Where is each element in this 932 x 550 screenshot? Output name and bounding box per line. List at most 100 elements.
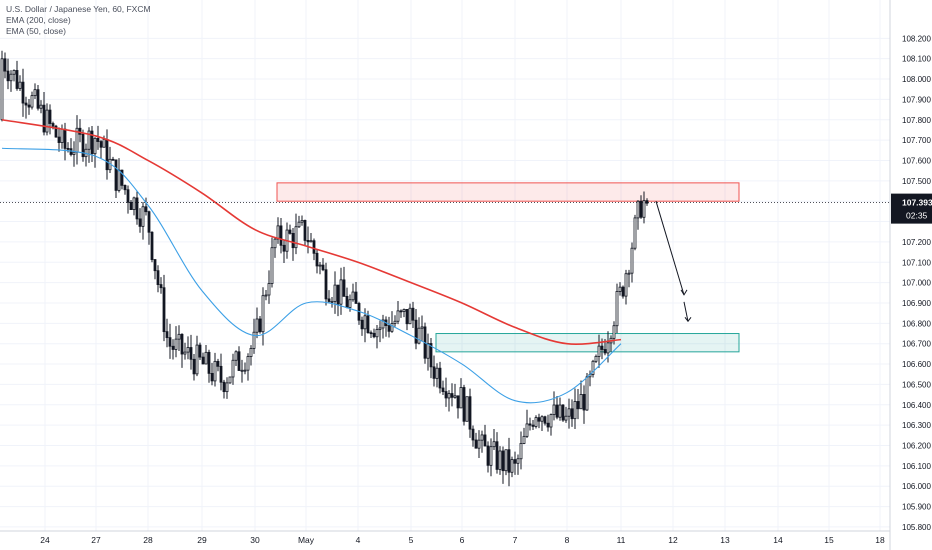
candle-body bbox=[585, 376, 589, 411]
price-axis[interactable]: 108.200 108.100 108.000 107.900 107.800 107.7… bbox=[902, 34, 931, 532]
candle bbox=[501, 446, 505, 484]
candle-body bbox=[165, 331, 169, 339]
candle-body bbox=[300, 219, 304, 223]
candle-body bbox=[582, 394, 586, 411]
candle-body bbox=[321, 264, 325, 271]
candle bbox=[177, 325, 181, 351]
candle-body bbox=[624, 273, 628, 297]
candle bbox=[444, 377, 448, 407]
candle-body bbox=[198, 344, 202, 358]
candle-body bbox=[66, 147, 70, 150]
candle bbox=[267, 270, 271, 304]
candle-body bbox=[531, 424, 535, 427]
candle-body bbox=[312, 240, 316, 254]
ema200-legend[interactable]: EMA (200, close) bbox=[6, 15, 71, 25]
candle bbox=[465, 396, 469, 422]
candle bbox=[486, 441, 490, 473]
candle bbox=[45, 103, 49, 136]
candle-body bbox=[246, 356, 250, 371]
candle-body bbox=[501, 450, 505, 472]
last-price-badge bbox=[891, 193, 932, 224]
candle bbox=[153, 259, 157, 280]
x-tick-label: 27 bbox=[91, 535, 101, 545]
candle bbox=[462, 384, 466, 426]
candle-body bbox=[72, 151, 76, 155]
candle-body bbox=[459, 387, 463, 409]
candle-body bbox=[129, 201, 133, 210]
candle-body bbox=[102, 139, 106, 148]
candle-body bbox=[345, 295, 349, 308]
candle-body bbox=[378, 327, 382, 330]
candle-body bbox=[636, 200, 640, 219]
candle-body bbox=[162, 287, 166, 333]
candle bbox=[378, 320, 382, 343]
candle-body bbox=[168, 337, 172, 347]
candle-body bbox=[288, 229, 292, 234]
x-tick-label: 14 bbox=[773, 535, 783, 545]
candle-body bbox=[18, 81, 22, 89]
candle-body bbox=[60, 128, 64, 143]
candle-body bbox=[9, 73, 13, 82]
candle-body bbox=[30, 95, 34, 108]
candle-body bbox=[474, 439, 478, 449]
candle-body bbox=[27, 104, 31, 108]
candle bbox=[561, 404, 565, 422]
candle-body bbox=[318, 264, 322, 267]
candle bbox=[36, 84, 40, 111]
candle-body bbox=[615, 291, 619, 327]
candle bbox=[291, 228, 295, 261]
candle-body bbox=[630, 247, 634, 274]
candle bbox=[495, 432, 499, 474]
candle-body bbox=[45, 109, 49, 133]
candle bbox=[204, 345, 208, 365]
arrow-line bbox=[683, 301, 689, 322]
candle bbox=[543, 415, 547, 426]
candle bbox=[339, 267, 343, 315]
candle bbox=[519, 431, 523, 470]
candle bbox=[6, 58, 10, 90]
candle-body bbox=[483, 434, 487, 447]
candle bbox=[516, 454, 520, 475]
x-tick-label: May bbox=[298, 535, 315, 545]
candle-body bbox=[273, 238, 277, 249]
y-tick-label: 107.600 bbox=[902, 156, 931, 165]
candle bbox=[255, 307, 259, 339]
y-tick-label: 107.900 bbox=[902, 95, 931, 104]
candle bbox=[93, 137, 97, 168]
candle bbox=[111, 156, 115, 161]
ema50-legend[interactable]: EMA (50, close) bbox=[6, 26, 66, 36]
candle-body bbox=[453, 395, 457, 398]
x-tick-label: 6 bbox=[460, 535, 465, 545]
candle bbox=[621, 285, 625, 299]
candle bbox=[318, 262, 322, 275]
candle bbox=[270, 237, 274, 288]
candle-body bbox=[372, 332, 376, 338]
symbol-title[interactable]: U.S. Dollar / Japanese Yen, 60, FXCM bbox=[6, 4, 151, 14]
candle bbox=[123, 184, 127, 195]
candle-body bbox=[258, 318, 262, 333]
candle-body bbox=[306, 240, 310, 243]
candle-body bbox=[396, 310, 400, 322]
candle bbox=[96, 125, 100, 150]
candle bbox=[498, 446, 502, 475]
candle bbox=[75, 115, 79, 165]
ema50-line bbox=[1, 147, 622, 404]
y-tick-label: 107.200 bbox=[902, 238, 931, 247]
candle-body bbox=[135, 197, 139, 220]
y-tick-label: 106.900 bbox=[902, 299, 931, 308]
candle bbox=[468, 388, 472, 438]
candle-body bbox=[444, 391, 448, 399]
candle bbox=[633, 214, 637, 251]
candle-body bbox=[156, 270, 160, 285]
candle bbox=[471, 425, 475, 447]
candle-body bbox=[642, 200, 646, 218]
candle-body bbox=[303, 219, 307, 241]
candle bbox=[510, 456, 514, 478]
candle bbox=[456, 395, 460, 419]
candle-body bbox=[279, 225, 283, 246]
candle-body bbox=[555, 404, 559, 418]
y-tick-label: 106.000 bbox=[902, 482, 931, 491]
time-axis[interactable]: 24 27 28 29 30 May 4 5 6 7 8 11 12 13 14 15 18 bbox=[40, 535, 885, 545]
candle-body bbox=[456, 395, 460, 409]
